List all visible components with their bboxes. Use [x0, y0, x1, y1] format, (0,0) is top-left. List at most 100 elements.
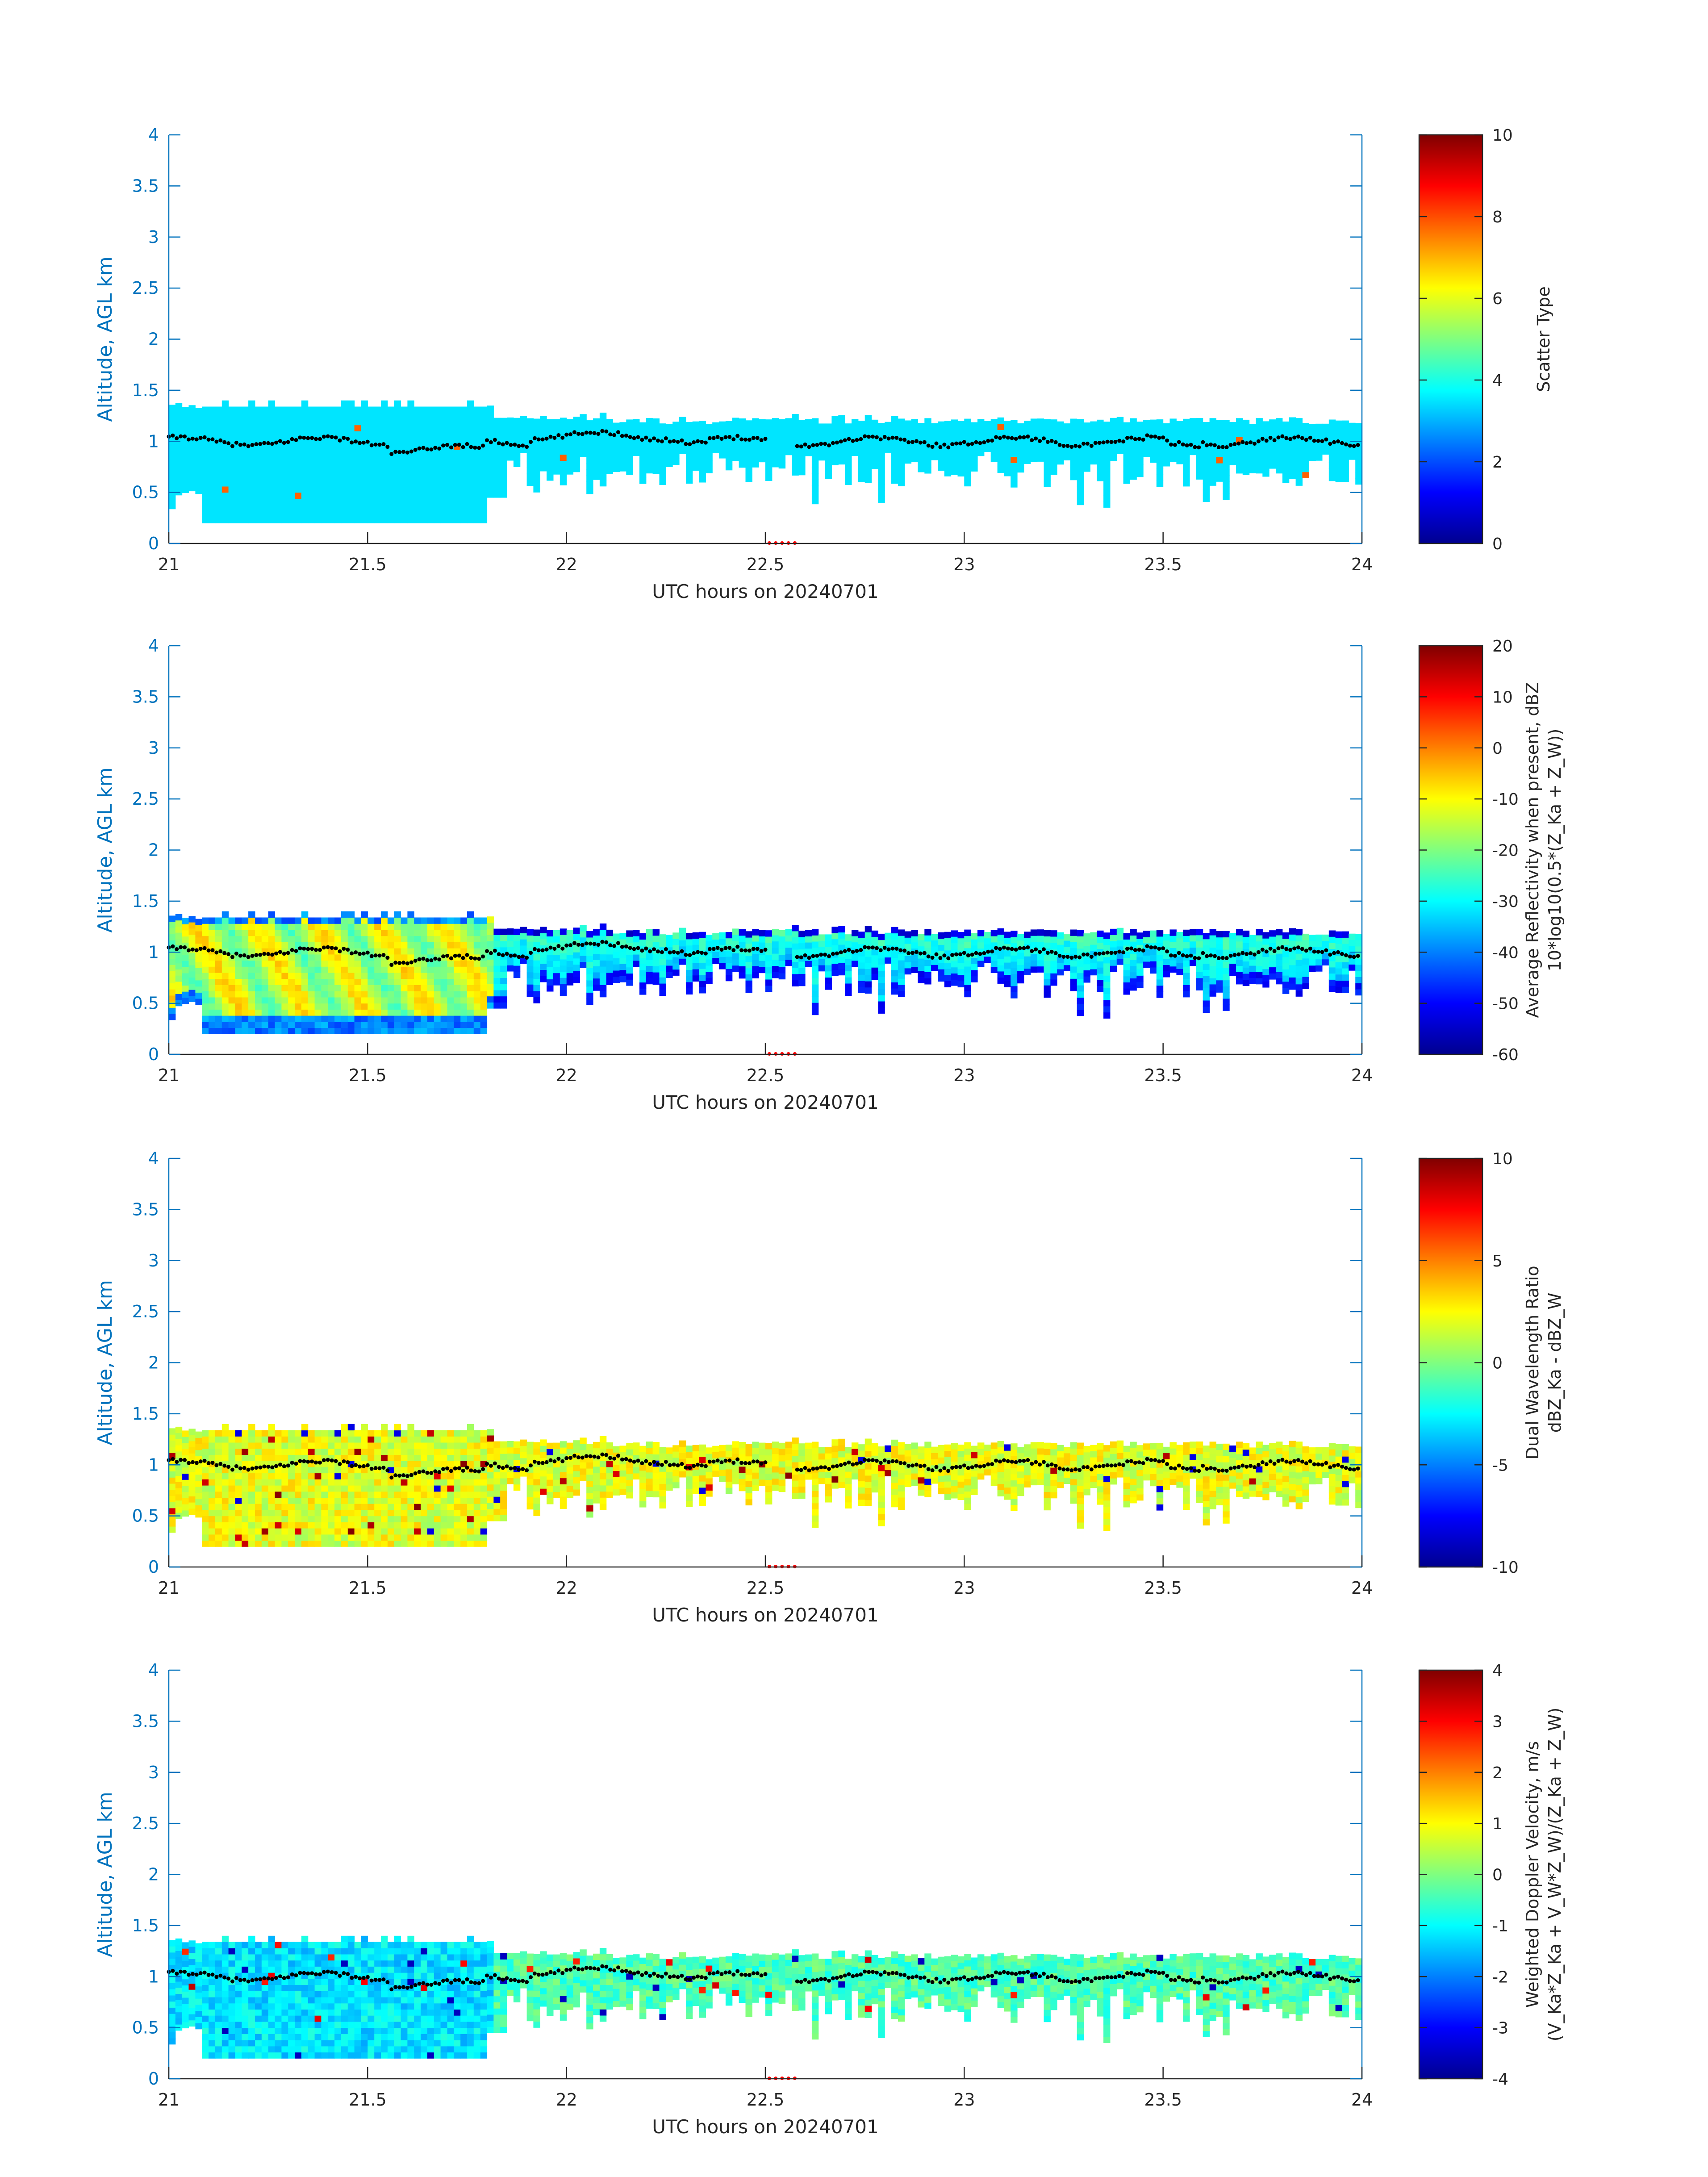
heatmap-cell: [387, 1021, 395, 1028]
heatmap-cell: [374, 991, 381, 998]
heatmap-cell: [281, 954, 288, 961]
heatmap-cell: [533, 468, 540, 474]
base-dot: [270, 442, 275, 446]
heatmap-cell: [1136, 458, 1144, 465]
heatmap-cell: [831, 927, 839, 933]
base-dot: [807, 956, 811, 960]
heatmap-cell: [586, 445, 593, 451]
base-dot: [863, 434, 867, 439]
heatmap-cell: [964, 929, 971, 936]
heatmap-cell: [1229, 969, 1236, 976]
heatmap-cell: [1156, 955, 1164, 961]
heatmap-cell: [261, 505, 269, 511]
heatmap-cell: [692, 957, 700, 963]
heatmap-cell: [1169, 966, 1177, 973]
heatmap-cell: [566, 419, 574, 426]
heatmap-cell: [221, 443, 229, 450]
heatmap-cell: [1017, 977, 1024, 984]
heatmap-cell: [659, 940, 666, 947]
heatmap-cell: [401, 443, 408, 450]
base-dot: [358, 952, 362, 956]
heatmap-cell: [341, 510, 348, 518]
base-dot: [373, 442, 378, 447]
heatmap-cell: [898, 425, 905, 431]
heatmap-cell: [626, 930, 633, 937]
heatmap-cell: [1097, 955, 1104, 961]
heatmap-cell: [891, 453, 898, 460]
heatmap-cell: [586, 463, 593, 470]
heatmap-cell: [573, 417, 580, 423]
heatmap-cell: [805, 450, 812, 456]
heatmap-cell: [308, 960, 315, 967]
heatmap-cell: [1328, 936, 1336, 943]
heatmap-cell: [195, 1505, 202, 1512]
heatmap-cell: [500, 436, 507, 443]
heatmap-cell: [387, 517, 395, 523]
heatmap-cell: [1044, 954, 1051, 961]
base-dot: [942, 953, 947, 958]
base-dot: [1161, 946, 1165, 951]
heatmap-cell: [652, 424, 660, 431]
heatmap-cell: [1342, 463, 1349, 470]
heatmap-cell: [785, 935, 792, 942]
heatmap-cell: [1136, 957, 1144, 964]
base-dot: [485, 438, 489, 443]
heatmap-cell: [1315, 953, 1323, 960]
heatmap-cell: [215, 517, 222, 523]
heatmap-cell: [1322, 953, 1329, 960]
heatmap-cell: [202, 1479, 209, 1486]
heatmap-cell: [1242, 930, 1250, 937]
heatmap-cell: [1328, 973, 1336, 980]
heatmap-cell: [374, 997, 381, 1004]
heatmap-cell: [440, 966, 447, 973]
heatmap-cell: [421, 1021, 428, 1028]
heatmap-cell: [169, 983, 176, 990]
heatmap-cell: [235, 1009, 242, 1016]
heatmap-cell: [261, 1009, 269, 1016]
heatmap-cell: [221, 991, 229, 998]
heatmap-cell: [182, 979, 189, 986]
heatmap-cell: [447, 960, 454, 967]
heatmap-cell: [500, 978, 507, 984]
heatmap-cell: [169, 965, 176, 971]
heatmap-cell: [911, 966, 918, 974]
heatmap-cell: [745, 961, 752, 969]
heatmap-cell: [328, 455, 335, 462]
heatmap-cell: [440, 462, 447, 468]
heatmap-cell: [487, 928, 494, 935]
heatmap-cell: [1097, 456, 1104, 463]
base-dot: [1073, 954, 1078, 959]
heatmap-cell: [606, 437, 614, 444]
heatmap-cell: [1236, 455, 1243, 461]
heatmap-cell: [407, 954, 414, 961]
heatmap-cell: [838, 926, 845, 933]
heatmap-cell: [1256, 978, 1263, 985]
heatmap-cell: [328, 517, 335, 523]
heatmap-cell: [1355, 423, 1362, 430]
heatmap-cell: [255, 942, 262, 949]
heatmap-cell: [1223, 469, 1230, 476]
heatmap-cell: [1030, 418, 1038, 425]
heatmap-cell: [288, 462, 295, 468]
base-dot: [342, 946, 346, 951]
heatmap-cell: [414, 923, 421, 930]
heatmap-cell: [1295, 929, 1303, 936]
heatmap-cell: [480, 1003, 488, 1010]
heatmap-cell: [454, 480, 461, 487]
heatmap-cell: [381, 400, 388, 407]
heatmap-cell: [1136, 452, 1144, 459]
heatmap-cell: [1077, 1003, 1084, 1010]
heatmap-cell: [209, 517, 216, 523]
heatmap-cell: [500, 959, 507, 966]
heatmap-cell: [235, 418, 242, 426]
heatmap-cell: [898, 449, 905, 456]
heatmap-cell: [1050, 979, 1057, 986]
heatmap-cell: [666, 935, 673, 941]
heatmap-cell: [301, 505, 309, 511]
base-dot: [707, 947, 712, 951]
heatmap-cell: [1256, 455, 1263, 461]
heatmap-cell: [500, 928, 507, 935]
heatmap-cell: [1315, 430, 1323, 436]
heatmap-cell: [858, 932, 865, 938]
heatmap-cell: [1070, 960, 1077, 967]
